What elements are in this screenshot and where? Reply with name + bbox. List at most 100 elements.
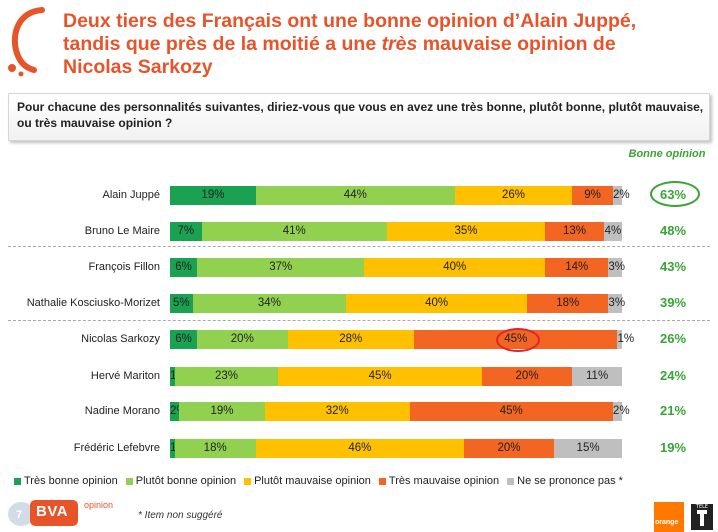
legend-item: Très bonne opinion (14, 474, 118, 488)
bar-segment: 37% (197, 258, 365, 277)
legend-item: Plutôt bonne opinion (125, 474, 237, 488)
title-line-2-end: mauvaise opinion de (417, 33, 616, 55)
bar-segment: 40% (346, 294, 528, 313)
title-emphasis: très (381, 33, 418, 55)
legend-label: Plutôt bonne opinion (135, 475, 237, 487)
stacked-bar: 7% 41% 35% 13% 4% (170, 222, 622, 241)
legend-label: Plutôt mauvaise opinion (254, 475, 371, 487)
bar-segment: 2% (612, 402, 630, 421)
legend-label: Très mauvaise opinion (388, 475, 500, 487)
legend-swatch (125, 477, 133, 485)
bar-segment: 45% (278, 367, 482, 386)
bar-segment: 4% (603, 222, 622, 241)
category-label: Nicolas Sarkozy (81, 333, 160, 345)
legend-label: Ne se prononce pas * (517, 475, 623, 487)
stacked-bar: 6% 20% 28% 45% 1% (170, 330, 634, 349)
bonne-opinion-value: 19% (659, 440, 687, 455)
bar-segment: 14% (545, 258, 609, 277)
bar-segment: 2% (170, 402, 187, 421)
orange-logo-text: orange (655, 519, 679, 526)
bar-segment: 23% (174, 367, 279, 386)
bar-segment: 2% (612, 186, 630, 205)
chart-legend: Très bonne opinion Plutôt bonne opinion Pl… (14, 474, 631, 488)
stacked-bar: 2%19%32%45%2% (170, 402, 630, 421)
bar-segment: 20% (481, 367, 573, 386)
brand-name: BVA (36, 503, 69, 520)
legend-swatch (507, 477, 515, 485)
bar-segment: 15% (554, 439, 622, 458)
category-label: François Fillon (88, 261, 160, 273)
bonne-opinion-value: 39% (659, 295, 687, 310)
bar-segment: 20% (463, 439, 555, 458)
brand-subtitle: opinion (84, 500, 114, 510)
bar-segment: 6% (170, 258, 198, 277)
bonne-opinion-value: 48% (659, 223, 687, 238)
highlight-ring-juppe (650, 181, 700, 207)
category-label: Frédéric Lefebvre (73, 442, 160, 454)
itele-logo-text: TELE (695, 504, 708, 510)
bar-segment: 35% (386, 222, 546, 241)
stacked-bar: 1%23%45%20%11% (170, 367, 622, 386)
bar-segment: 13% (545, 222, 604, 241)
bar-segment: 32% (264, 402, 410, 421)
group-divider (8, 246, 710, 247)
bar-segment: 9% (572, 186, 613, 205)
bar-segment: 45% (409, 402, 613, 421)
title-line-2: tandis que près de la moitié a une très … (63, 33, 713, 56)
bar-segment: 18% (527, 294, 609, 313)
bar-segment: 7% (170, 222, 202, 241)
bar-segment: 19% (170, 186, 256, 205)
footer: 7 BVA opinion * Item non suggéré orange … (0, 490, 718, 532)
bar-segment: 44% (255, 186, 455, 205)
legend-item: Ne se prononce pas * (507, 474, 623, 488)
category-label: Nadine Morano (84, 405, 160, 417)
legend-swatch (244, 477, 252, 485)
category-label: Hervé Mariton (90, 370, 160, 382)
title-line-3: Nicolas Sarkozy (63, 56, 213, 78)
category-label: Nathalie Kosciusko-Morizet (26, 297, 160, 309)
bonne-opinion-value: 26% (659, 331, 687, 346)
stacked-bar: 6% 37% 40% 14% 3% (170, 258, 625, 277)
stacked-bar: 19% 44% 26% 9% 2% (170, 186, 630, 205)
orange-logo (654, 502, 684, 532)
bonne-opinion-header: Bonne opinion (628, 148, 706, 160)
bar-segment: 1% (617, 330, 634, 349)
title-line-2-start: tandis que près de la moitié a une (63, 33, 382, 55)
page-title: Deux tiers des Français ont une bonne op… (63, 10, 713, 79)
bar-segment: 28% (287, 330, 415, 349)
bar-segment: 41% (201, 222, 387, 241)
stacked-bar: 5% 34% 40% 18% 3% (170, 294, 625, 313)
bonne-opinion-value: 21% (659, 403, 687, 418)
highlight-ring-sarkozy (496, 328, 540, 352)
bar-segment: 5% (170, 294, 193, 313)
bar-segment: 46% (255, 439, 464, 458)
category-label: Bruno Le Maire (84, 225, 160, 237)
bar-segment: 3% (608, 294, 625, 313)
speech-bubble-decoration (8, 7, 45, 77)
survey-question: Pour chacune des personnalités suivantes… (8, 93, 710, 141)
legend-swatch (14, 477, 21, 485)
bonne-opinion-value: 24% (659, 368, 687, 383)
legend-swatch (378, 477, 386, 485)
group-divider (8, 320, 710, 321)
bar-segment: 19% (179, 402, 265, 421)
legend-label: Très bonne opinion (24, 475, 118, 487)
itele-logo: TELE (691, 504, 713, 530)
bar-segment: 6% (170, 330, 198, 349)
footnote: * Item non suggéré (138, 510, 223, 521)
bar-segment: 40% (364, 258, 546, 277)
bar-segment: 26% (454, 186, 573, 205)
bar-segment: 3% (608, 258, 625, 277)
legend-item: Plutôt mauvaise opinion (244, 474, 371, 488)
bar-segment: 34% (192, 294, 347, 313)
legend-item: Très mauvaise opinion (378, 474, 500, 488)
page-number: 7 (16, 509, 23, 521)
bar-segment: 11% (572, 367, 622, 386)
bonne-opinion-value: 43% (659, 259, 687, 274)
bar-segment: 18% (174, 439, 256, 458)
category-label: Alain Juppé (102, 189, 161, 201)
title-line-1: Deux tiers des Français ont une bonne op… (63, 10, 637, 32)
stacked-bar: 1%18%46%20%15% (170, 439, 622, 458)
bva-logo (8, 500, 78, 526)
bar-segment: 20% (197, 330, 288, 349)
